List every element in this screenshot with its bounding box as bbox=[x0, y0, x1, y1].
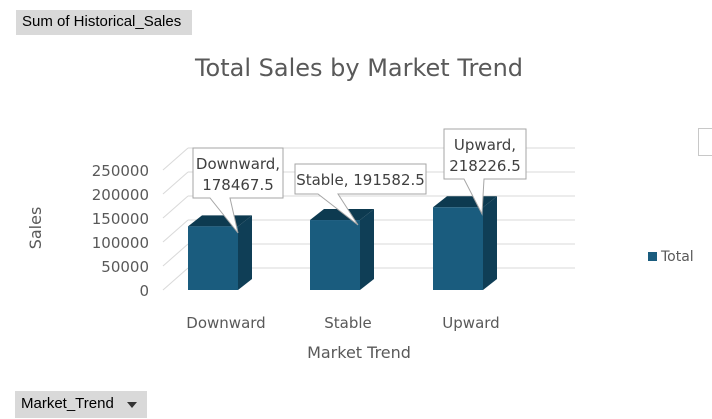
data-label-text: Upward, bbox=[454, 136, 516, 154]
y-tick-label: 0 bbox=[139, 282, 149, 300]
y-axis-title: Sales bbox=[26, 207, 45, 250]
values-field-label: Sum of Historical_Sales bbox=[22, 13, 182, 30]
y-tick-label: 250000 bbox=[92, 162, 149, 180]
gridline-depth bbox=[162, 243, 189, 267]
callout-box bbox=[294, 163, 427, 226]
y-tick-label: 100000 bbox=[92, 234, 149, 252]
data-label-text: 218226.5 bbox=[449, 157, 521, 175]
callout-box bbox=[192, 147, 284, 234]
bar-side bbox=[483, 196, 497, 290]
legend: Total bbox=[648, 249, 694, 265]
y-axis-ticks: 0 50000 100000 150000 200000 250000 bbox=[92, 162, 149, 300]
gridline-depth bbox=[162, 219, 189, 243]
bar-top bbox=[310, 209, 374, 221]
bar-side bbox=[238, 215, 252, 290]
data-label-text: Downward, bbox=[196, 155, 280, 173]
axis-field-label: Market_Trend bbox=[21, 395, 114, 412]
side-panel-edge bbox=[698, 128, 712, 156]
gridline-depth bbox=[162, 195, 189, 219]
legend-swatch-total bbox=[648, 252, 657, 261]
gridline-depth bbox=[162, 267, 189, 291]
gridline-depth bbox=[162, 147, 189, 171]
bar-side bbox=[360, 209, 374, 290]
data-label-text: Stable, 191582.5 bbox=[296, 171, 425, 189]
legend-label-total: Total bbox=[660, 249, 694, 265]
bar-front bbox=[433, 207, 483, 290]
x-axis-title: Market Trend bbox=[307, 343, 411, 362]
chart-title: Total Sales by Market Trend bbox=[194, 54, 523, 82]
callout-box bbox=[443, 128, 527, 216]
axis-field-button[interactable]: Market_Trend bbox=[15, 391, 147, 418]
x-axis-ticks: Downward Stable Upward bbox=[186, 314, 499, 332]
bar-stable bbox=[310, 209, 374, 290]
bar-front bbox=[188, 226, 238, 290]
y-tick-label: 150000 bbox=[92, 210, 149, 228]
y-tick-label: 200000 bbox=[92, 186, 149, 204]
x-tick-label: Stable bbox=[324, 314, 372, 332]
data-labels: Downward, 178467.5 Stable, 191582.5 Upward,… bbox=[192, 128, 527, 234]
data-label-text: 178467.5 bbox=[202, 176, 274, 194]
data-label-callout: Upward, 218226.5 bbox=[443, 128, 527, 216]
bar-upward bbox=[433, 196, 497, 290]
x-tick-label: Upward bbox=[442, 314, 499, 332]
bars bbox=[188, 196, 497, 290]
y-tick-label: 50000 bbox=[101, 258, 149, 276]
values-field-button[interactable]: Sum of Historical_Sales bbox=[16, 10, 192, 35]
bar-downward bbox=[188, 215, 252, 290]
dropdown-arrow-icon[interactable] bbox=[127, 402, 137, 408]
data-label-callout: Stable, 191582.5 bbox=[294, 163, 427, 226]
x-tick-label: Downward bbox=[186, 314, 265, 332]
gridline-depth bbox=[162, 171, 189, 195]
data-label-callout: Downward, 178467.5 bbox=[192, 147, 284, 234]
bar-front bbox=[310, 220, 360, 290]
